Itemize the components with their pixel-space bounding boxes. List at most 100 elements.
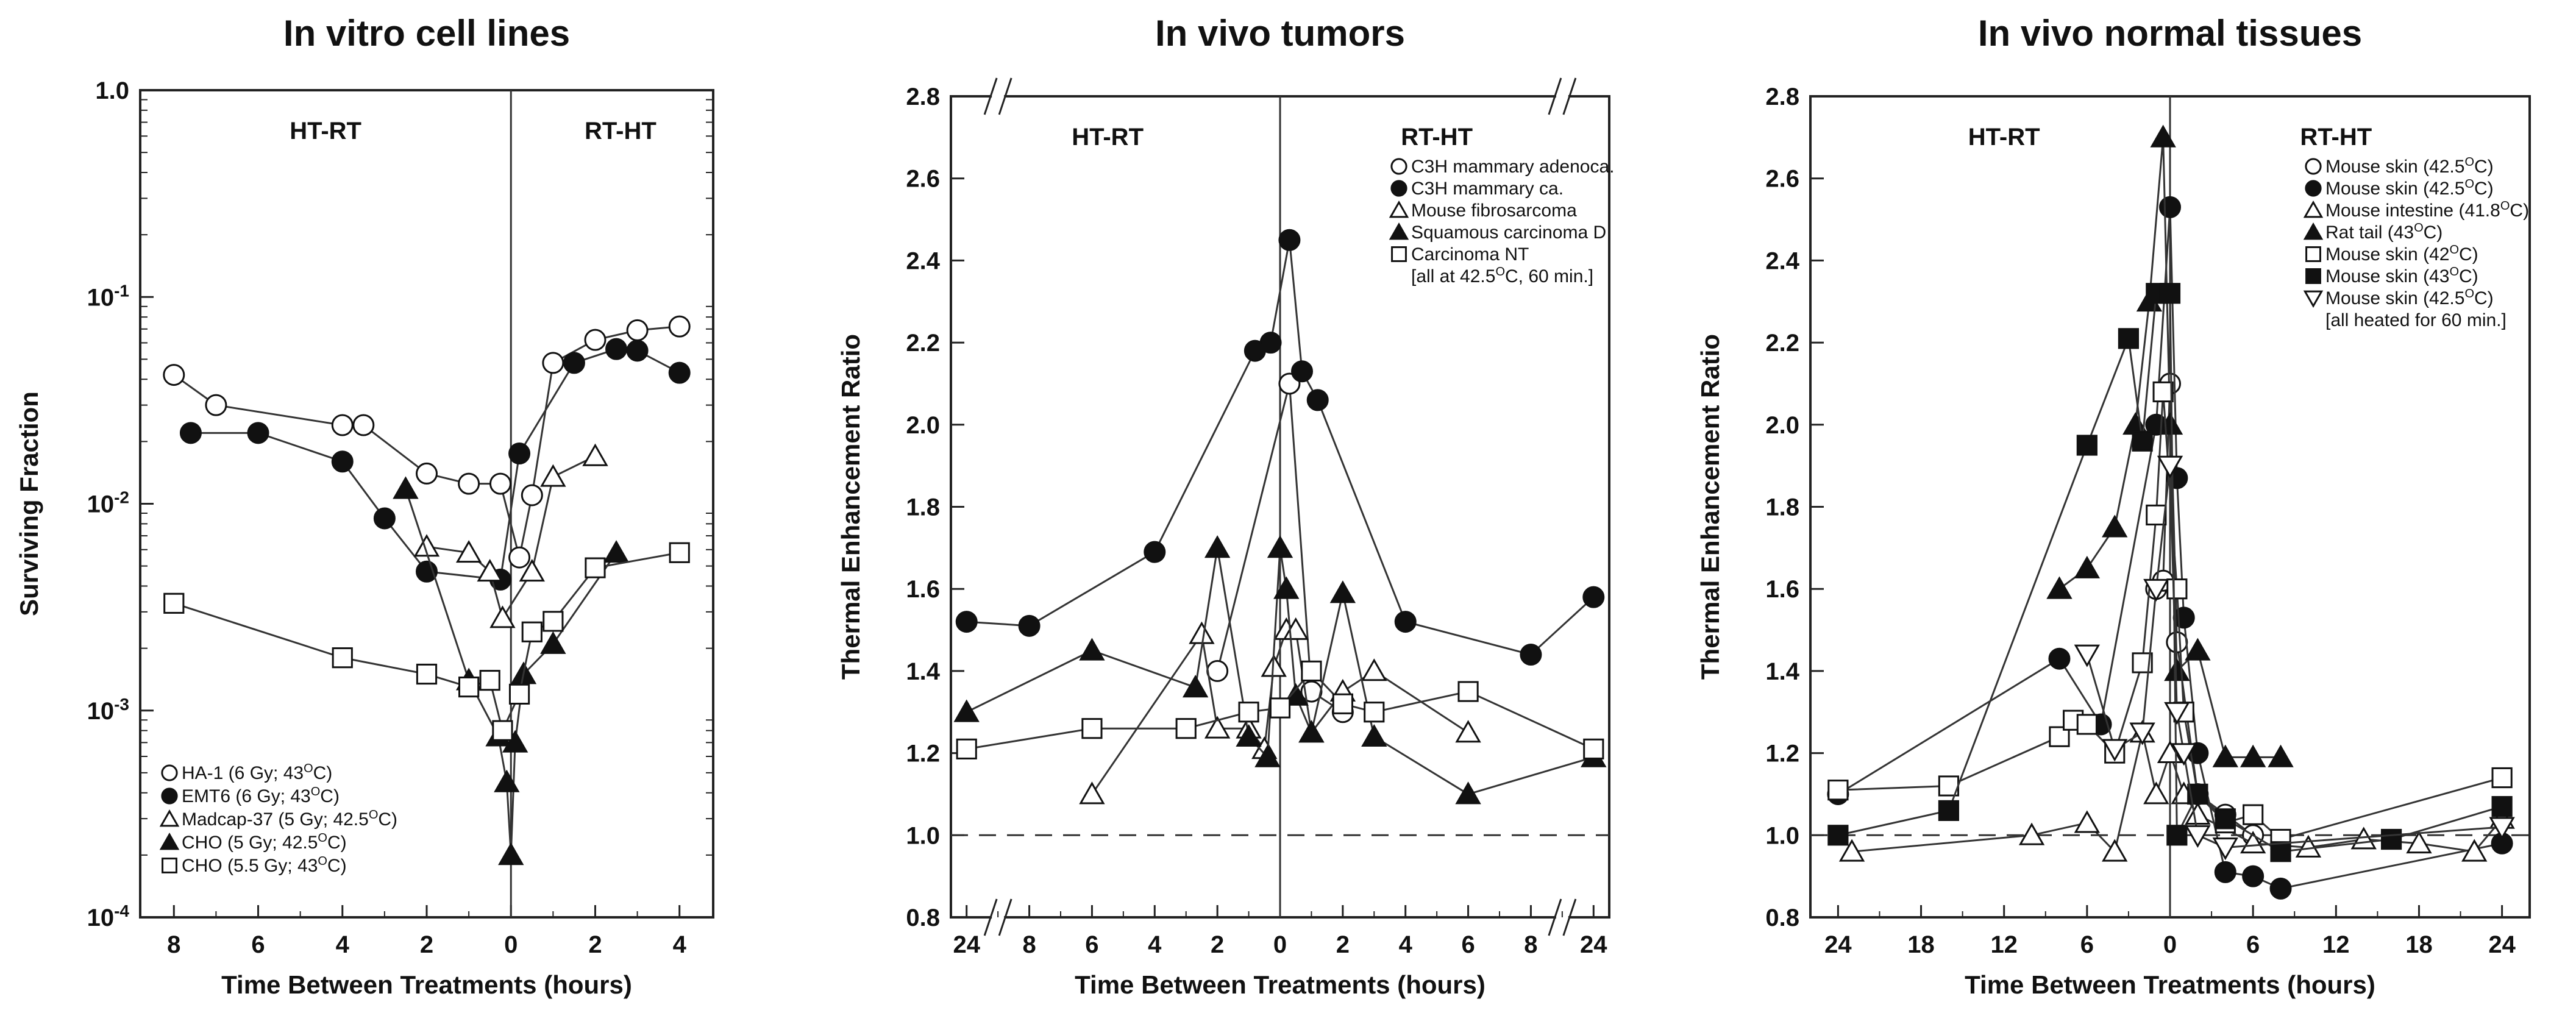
x-tick-label: 24 <box>2488 931 2516 958</box>
x-tick-label: 2 <box>1211 931 1224 958</box>
x-tick-label: 2 <box>588 931 602 958</box>
y-tick-exponent: -2 <box>114 488 129 506</box>
data-point <box>2406 831 2432 854</box>
data-point <box>1301 660 1322 682</box>
y-tick-label: 0.8 <box>1765 905 1799 931</box>
data-point <box>2102 514 2128 538</box>
legend-marker <box>2303 222 2324 240</box>
x-tick-label: 4 <box>1399 931 1413 958</box>
data-point <box>458 472 480 495</box>
data-point <box>584 329 607 351</box>
data-point <box>1081 718 1103 739</box>
data-point <box>1298 720 1325 743</box>
data-point <box>2166 578 2188 600</box>
legend-marker <box>1390 158 1407 175</box>
x-tick-label: 2 <box>420 931 433 958</box>
data-point <box>540 631 566 654</box>
data-point <box>1827 780 1849 801</box>
data-point <box>1938 800 1960 821</box>
data-point <box>2185 802 2211 825</box>
data-point <box>373 507 396 530</box>
region-label: HT-RT <box>1968 124 2040 151</box>
y-tick-mantissa: 10 <box>87 698 115 725</box>
text-part: Mouse skin (43 <box>2325 266 2449 286</box>
data-point <box>331 450 354 473</box>
legend-marker <box>161 764 178 781</box>
y-tick-mantissa: 1.0 <box>95 77 129 104</box>
y-tick-exponent: -3 <box>114 694 129 713</box>
legend-label: Mouse skin (42OC) <box>2325 243 2478 265</box>
data-point <box>352 414 375 436</box>
series-line <box>173 325 680 558</box>
data-point <box>2018 822 2045 845</box>
data-point <box>1206 659 1229 682</box>
series-6 <box>1827 283 2513 862</box>
data-point <box>2132 430 2153 452</box>
legend-label: CHO (5 Gy; 42.5OC) <box>182 831 347 853</box>
y-tick-mantissa: 10 <box>87 905 115 931</box>
x-tick-label: 24 <box>953 931 980 958</box>
data-point <box>498 842 524 865</box>
legend-marker <box>159 833 180 850</box>
text-part: C) <box>378 809 397 830</box>
data-point <box>1332 693 1353 714</box>
data-point <box>247 422 269 444</box>
y-tick-label: 2.2 <box>1765 330 1799 357</box>
text-part: C) <box>2474 179 2494 199</box>
text-part: O <box>2449 243 2459 257</box>
data-point <box>2212 837 2238 861</box>
data-point <box>1144 541 1166 563</box>
text-part: O <box>369 808 379 822</box>
x-tick-label: 8 <box>1524 931 1537 958</box>
axis-break-mark <box>998 77 1012 115</box>
y-tick-label: 2.8 <box>906 84 940 110</box>
data-point <box>953 699 980 722</box>
text-part: CHO (5 Gy; 42.5 <box>182 833 318 853</box>
data-point <box>2046 576 2073 599</box>
legend-label: Mouse skin (42.5OC) <box>2325 287 2494 308</box>
legend-marker <box>162 858 177 873</box>
data-point <box>2159 196 2181 218</box>
data-point <box>2074 644 2101 667</box>
series-3 <box>413 443 608 628</box>
text-part: Mouse skin (42.5 <box>2325 157 2464 177</box>
data-point <box>2269 877 2292 900</box>
legend-label: EMT6 (6 Gy; 43OC) <box>182 785 340 806</box>
text-part: O <box>318 831 327 845</box>
x-tick-label: 12 <box>1990 931 2018 958</box>
data-point <box>2074 555 2101 578</box>
legend-label: C3H mammary adenoca. <box>1411 157 1614 177</box>
x-tick-label: 6 <box>1461 931 1475 958</box>
data-point <box>1236 723 1262 747</box>
y-tick-label: 1.0 <box>1765 822 1799 849</box>
y-tick-label: 10-4 <box>87 901 130 932</box>
data-point <box>1269 697 1291 719</box>
data-point <box>1455 781 1481 805</box>
y-tick-label: 1.2 <box>1765 741 1799 767</box>
data-point <box>1254 744 1281 767</box>
text-part: Mouse skin (42 <box>2325 244 2449 265</box>
x-tick-label: 24 <box>1580 931 1607 958</box>
data-point <box>2159 283 2181 304</box>
data-point <box>2150 124 2176 148</box>
y-tick-label: 2.0 <box>1765 412 1799 439</box>
y-tick-label: 2.4 <box>906 247 940 274</box>
data-point <box>479 670 500 691</box>
data-point <box>489 605 516 628</box>
legend-label: Squamous carcinoma D <box>1411 222 1606 243</box>
x-tick-label: 8 <box>1022 931 1036 958</box>
x-tick-label: 18 <box>2405 931 2433 958</box>
legend-marker <box>161 787 178 805</box>
text-part: O <box>304 762 313 775</box>
chart-title: In vitro cell lines <box>283 13 570 54</box>
legend-marker <box>2305 158 2322 175</box>
text-part: [all heated for 60 min.] <box>2325 310 2507 330</box>
data-point <box>956 738 977 759</box>
data-point <box>508 546 531 569</box>
data-point <box>1455 720 1481 743</box>
legend-marker <box>2305 180 2322 197</box>
chart-panel-2: In vivo tumors 0.8 1.0 1.2 1.4 1.6 1.8 2.0 2.2 2.… <box>836 13 1614 999</box>
data-point <box>2491 767 2513 789</box>
text-part: O <box>2464 287 2474 300</box>
